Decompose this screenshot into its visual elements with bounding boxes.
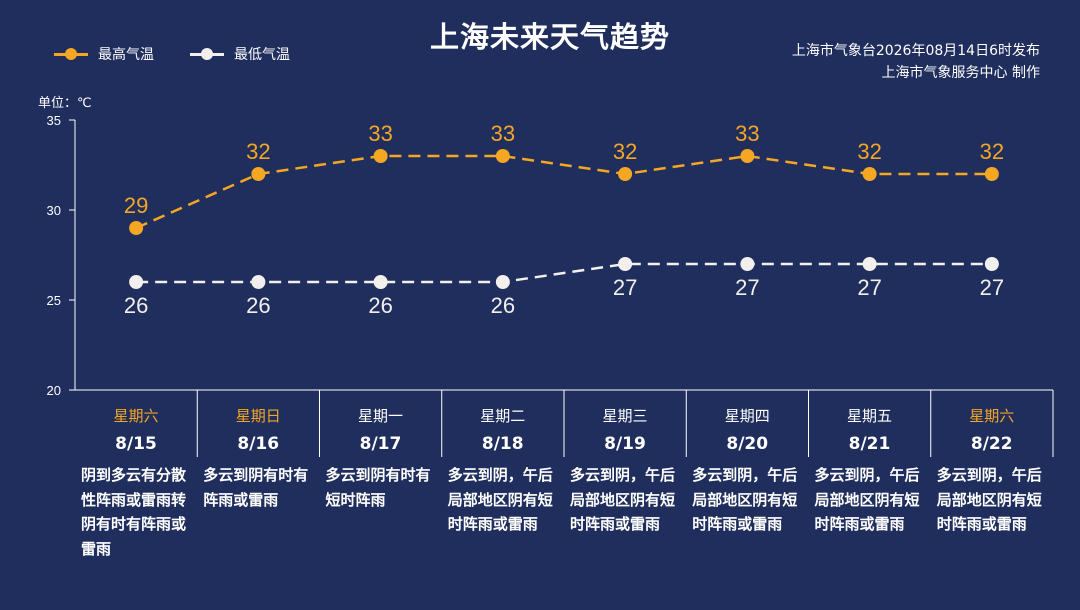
day-date: 8/15 [115,434,157,454]
day-forecast-text: 多云到阴，午后局部地区阴有短时阵雨或雷雨 [814,466,920,533]
day-date: 8/17 [359,434,402,454]
source-line-2: 上海市气象服务中心 制作 [881,65,1040,81]
series-high-point [251,167,266,181]
day-weekday: 星期二 [480,407,526,425]
series-low-data-label: 26 [246,293,270,318]
legend-low-line-icon [190,48,224,60]
series-high-point [495,149,510,163]
series-low-point [495,275,510,289]
series-high-data-label: 33 [491,121,515,146]
series-low-point [251,275,266,289]
series-low-data-label: 26 [124,293,148,318]
day-forecast-text: 多云到阴，午后局部地区阴有短时阵雨或雷雨 [570,466,676,533]
series-high-data-label: 32 [613,139,637,164]
day-weekday: 星期六 [113,407,159,425]
day-forecast-text: 多云到阴有时有短时阵雨 [325,466,431,509]
legend-low-dot-icon [201,48,213,60]
day-date: 8/18 [481,434,524,454]
series-low-data-label: 27 [857,275,881,300]
series-low-data-label: 27 [735,275,759,300]
series-low-point [862,257,877,271]
day-forecast-text: 多云到阴有时有阵雨或雷雨 [203,466,309,509]
series-low-data-label: 27 [613,275,637,300]
day-weekday: 星期一 [357,407,403,425]
series-high-point [373,149,388,163]
series-high-data-label: 29 [124,193,148,218]
series-low-point [740,257,755,271]
series-low-point [618,257,633,271]
page-title: 上海未来天气趋势 [429,20,670,54]
series-low-point [373,275,388,289]
legend-high-line-icon [54,48,88,60]
day-weekday: 星期六 [969,407,1015,425]
series-low-data-label: 26 [368,293,392,318]
series-high-point [862,167,877,181]
series-high-data-label: 32 [980,139,1004,164]
day-date: 8/16 [237,434,280,454]
series-high-data-label: 32 [857,139,881,164]
series-low-point [984,257,999,271]
series-high-point [129,221,144,235]
legend-high-label: 最高气温 [98,47,154,63]
day-weekday: 星期四 [724,407,770,425]
y-tick-label: 30 [47,203,61,218]
day-forecast-text: 多云到阴，午后局部地区阴有短时阵雨或雷雨 [936,466,1042,533]
day-forecast-text: 多云到阴，午后局部地区阴有短时阵雨或雷雨 [692,466,798,533]
source-info: 上海市气象台2026年08月14日6时发布 上海市气象服务中心 制作 [792,40,1040,84]
series-high-data-label: 32 [246,139,270,164]
day-weekday: 星期日 [235,407,281,425]
series-high-point [740,149,755,163]
source-line-1: 上海市气象台2026年08月14日6时发布 [791,43,1040,59]
series-high-data-label: 33 [735,121,759,146]
series-high-line [135,154,992,230]
series-high-point [618,167,633,181]
y-tick-label: 20 [47,383,61,398]
series-high-data-label: 33 [368,121,392,146]
day-date: 8/19 [604,434,646,454]
unit-label: 单位：℃ [38,96,92,111]
series-low-data-label: 27 [980,275,1004,300]
legend-high-dot-icon [65,48,77,60]
day-weekday: 星期五 [846,407,892,425]
legend-low-label: 最低气温 [234,47,290,63]
day-forecast-text: 多云到阴，午后局部地区阴有短时阵雨或雷雨 [447,466,553,533]
day-date: 8/20 [726,434,769,454]
day-forecast-text: 阴到多云有分散性阵雨或雷雨转阴有时有阵雨或雷雨 [81,466,187,558]
day-date: 8/22 [970,434,1013,454]
series-low-line [136,262,992,284]
day-weekday: 星期三 [602,407,648,425]
legend-low: 最低气温 [190,44,290,64]
y-tick-label: 25 [47,293,61,308]
y-tick-label: 35 [47,113,61,128]
series-high-point [984,167,999,181]
series-low-point [129,275,144,289]
legend-high: 最高气温 [54,44,154,64]
day-date: 8/21 [848,434,891,454]
series-low-data-label: 26 [491,293,515,318]
